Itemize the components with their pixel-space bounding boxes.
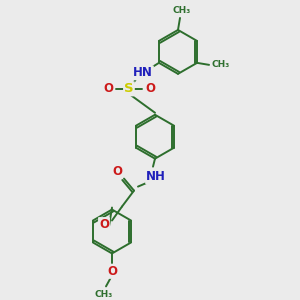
Text: O: O (107, 265, 117, 278)
Text: O: O (103, 82, 113, 95)
Text: CH₃: CH₃ (212, 60, 230, 69)
Text: S: S (124, 82, 134, 95)
Text: CH₃: CH₃ (173, 7, 191, 16)
Text: HN: HN (133, 66, 153, 79)
Text: O: O (99, 218, 109, 231)
Text: O: O (112, 165, 122, 178)
Text: CH₃: CH₃ (95, 290, 113, 299)
Text: NH: NH (146, 170, 166, 183)
Text: O: O (145, 82, 155, 95)
